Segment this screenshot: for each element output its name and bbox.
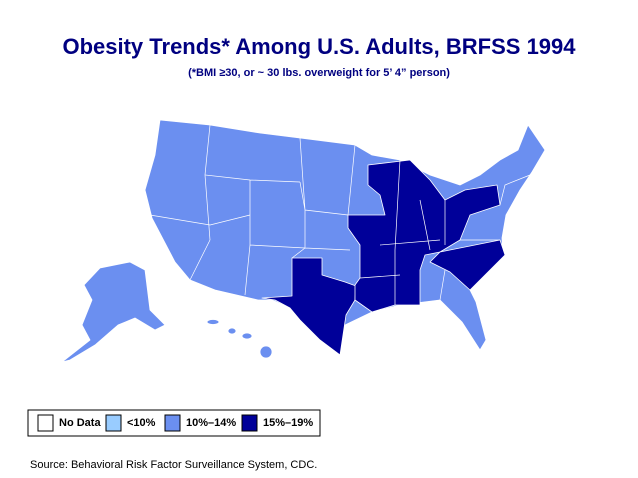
texas — [261, 257, 357, 356]
state-borders — [149, 124, 531, 305]
source-note: Source: Behavioral Risk Factor Surveilla… — [30, 459, 317, 471]
subtitle: (*BMI ≥30, or ~ 30 lbs. overweight for 5… — [188, 67, 450, 79]
legend-swatch — [164, 414, 181, 432]
title: Obesity Trends* Among U.S. Adults, BRFSS… — [62, 34, 576, 59]
legend: No Data <10% 10%–14% 15%–19% — [27, 409, 321, 437]
legend-label: 15%–19% — [263, 417, 313, 429]
legend-swatch — [105, 414, 122, 432]
us-map — [61, 119, 546, 363]
legend-swatch — [37, 414, 54, 432]
hawaii — [206, 319, 273, 359]
alaska — [61, 261, 166, 363]
legend-label: <10% — [127, 417, 156, 429]
legend-label: 10%–14% — [186, 417, 236, 429]
legend-swatch — [241, 414, 258, 432]
carolinas — [429, 239, 506, 291]
legend-label: No Data — [59, 417, 101, 429]
